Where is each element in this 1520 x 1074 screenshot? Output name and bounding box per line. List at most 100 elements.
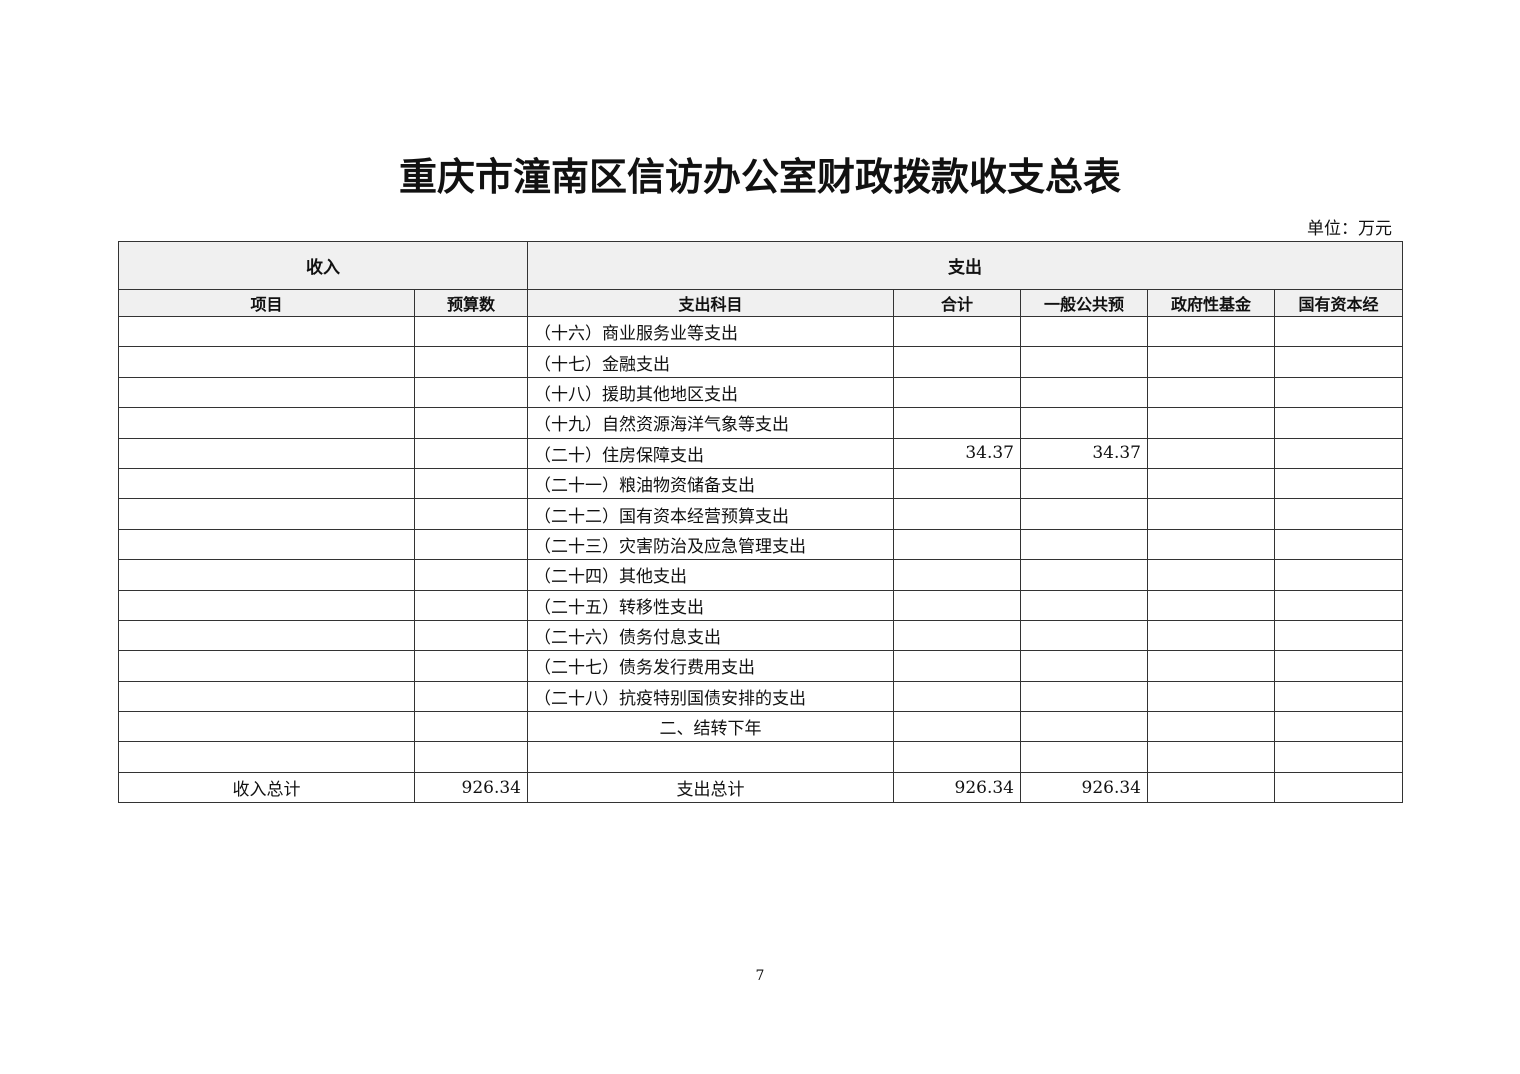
cell-total	[893, 680, 1021, 713]
cell-total	[893, 741, 1021, 773]
cell-budget	[414, 589, 528, 621]
table-row: （二十二）国有资本经营预算支出	[118, 498, 1404, 530]
cell-budget	[414, 407, 528, 439]
cell-total	[893, 376, 1021, 409]
cell-total: 926.34	[893, 771, 1021, 804]
table-row: （二十四）其他支出	[118, 559, 1404, 591]
cell-total	[893, 619, 1021, 652]
cell-expense-category: （二十六）债务付息支出	[527, 619, 894, 652]
cell-gov-fund	[1147, 589, 1275, 621]
cell-expense-category: （二十四）其他支出	[527, 559, 894, 591]
cell-state-capital	[1273, 650, 1404, 682]
cell-general-public	[1020, 741, 1148, 773]
cell-state-capital	[1273, 589, 1404, 621]
expense-header: 支出	[526, 241, 1404, 290]
cell-state-capital	[1273, 711, 1404, 743]
cell-item	[118, 467, 415, 500]
cell-budget	[414, 619, 528, 652]
cell-state-capital	[1273, 559, 1404, 591]
cell-item	[118, 346, 415, 378]
cell-gov-fund	[1147, 771, 1275, 804]
cell-expense-category	[527, 741, 894, 773]
cell-general-public	[1020, 498, 1148, 530]
cell-expense-category: （十七）金融支出	[527, 346, 894, 378]
cell-state-capital	[1273, 346, 1404, 378]
cell-general-public: 926.34	[1020, 771, 1148, 804]
cell-budget	[414, 437, 528, 469]
cell-item	[118, 376, 415, 409]
cell-total	[893, 589, 1021, 621]
cell-expense-category: （二十）住房保障支出	[527, 437, 894, 469]
cell-item	[118, 650, 415, 682]
table-row: 二、结转下年	[118, 711, 1404, 743]
table-row	[118, 741, 1404, 773]
cell-expense-category: （二十八）抗疫特别国债安排的支出	[527, 680, 894, 713]
column-header-expense-category: 支出科目	[527, 289, 894, 317]
cell-state-capital	[1273, 619, 1404, 652]
cell-general-public	[1020, 346, 1148, 378]
cell-state-capital	[1273, 315, 1404, 348]
cell-general-public	[1020, 376, 1148, 409]
table-row: （二十七）债务发行费用支出	[118, 650, 1404, 682]
cell-gov-fund	[1147, 680, 1275, 713]
cell-total	[893, 467, 1021, 500]
cell-expense-category: （二十五）转移性支出	[527, 589, 894, 621]
cell-budget	[414, 741, 528, 773]
cell-budget	[414, 498, 528, 530]
cell-budget	[414, 650, 528, 682]
cell-item	[118, 559, 415, 591]
cell-item	[118, 711, 415, 743]
cell-budget	[414, 559, 528, 591]
cell-gov-fund	[1147, 376, 1275, 409]
cell-general-public	[1020, 589, 1148, 621]
cell-item	[118, 407, 415, 439]
column-header-general-public: 一般公共预	[1020, 289, 1148, 317]
column-header-total: 合计	[893, 289, 1021, 317]
cell-item	[118, 498, 415, 530]
cell-state-capital	[1273, 528, 1404, 561]
cell-gov-fund	[1147, 437, 1275, 469]
cell-total	[893, 711, 1021, 743]
cell-total	[893, 528, 1021, 561]
cell-general-public	[1020, 711, 1148, 743]
cell-state-capital	[1273, 741, 1404, 773]
cell-total	[893, 315, 1021, 348]
cell-budget	[414, 315, 528, 348]
cell-gov-fund	[1147, 498, 1275, 530]
cell-gov-fund	[1147, 650, 1275, 682]
cell-total	[893, 407, 1021, 439]
cell-total	[893, 498, 1021, 530]
cell-general-public	[1020, 467, 1148, 500]
cell-item	[118, 680, 415, 713]
cell-gov-fund	[1147, 467, 1275, 500]
column-header-budget: 预算数	[414, 289, 528, 317]
cell-expense-category: （十八）援助其他地区支出	[527, 376, 894, 409]
cell-gov-fund	[1147, 619, 1275, 652]
table-row: （二十三）灾害防治及应急管理支出	[118, 528, 1404, 561]
cell-gov-fund	[1147, 407, 1275, 439]
page-title: 重庆市潼南区信访办公室财政拨款收支总表	[398, 154, 1121, 199]
cell-state-capital	[1273, 498, 1404, 530]
cell-expense-category: 二、结转下年	[527, 711, 894, 743]
cell-total	[893, 650, 1021, 682]
cell-total	[893, 559, 1021, 591]
cell-general-public: 34.37	[1020, 437, 1148, 469]
cell-gov-fund	[1147, 711, 1275, 743]
budget-table: 收入 支出 项目 预算数 支出科目 合计 一般公共预 政府性基金 国有资本经 （十六）商业服…	[118, 241, 1404, 804]
table-row: （十九）自然资源海洋气象等支出	[118, 407, 1404, 439]
table-row: （十六）商业服务业等支出	[118, 315, 1404, 348]
cell-total	[893, 346, 1021, 378]
cell-budget: 926.34	[414, 771, 528, 804]
cell-expense-category: （二十七）债务发行费用支出	[527, 650, 894, 682]
income-header: 收入	[118, 241, 528, 290]
cell-state-capital	[1273, 771, 1404, 804]
cell-budget	[414, 467, 528, 500]
cell-expense-category: （二十三）灾害防治及应急管理支出	[527, 528, 894, 561]
cell-item	[118, 741, 415, 773]
table-row: （十八）援助其他地区支出	[118, 376, 1404, 409]
table-row: （二十六）债务付息支出	[118, 619, 1404, 652]
cell-item	[118, 315, 415, 348]
cell-expense-category: 支出总计	[527, 771, 894, 804]
cell-budget	[414, 528, 528, 561]
cell-gov-fund	[1147, 559, 1275, 591]
